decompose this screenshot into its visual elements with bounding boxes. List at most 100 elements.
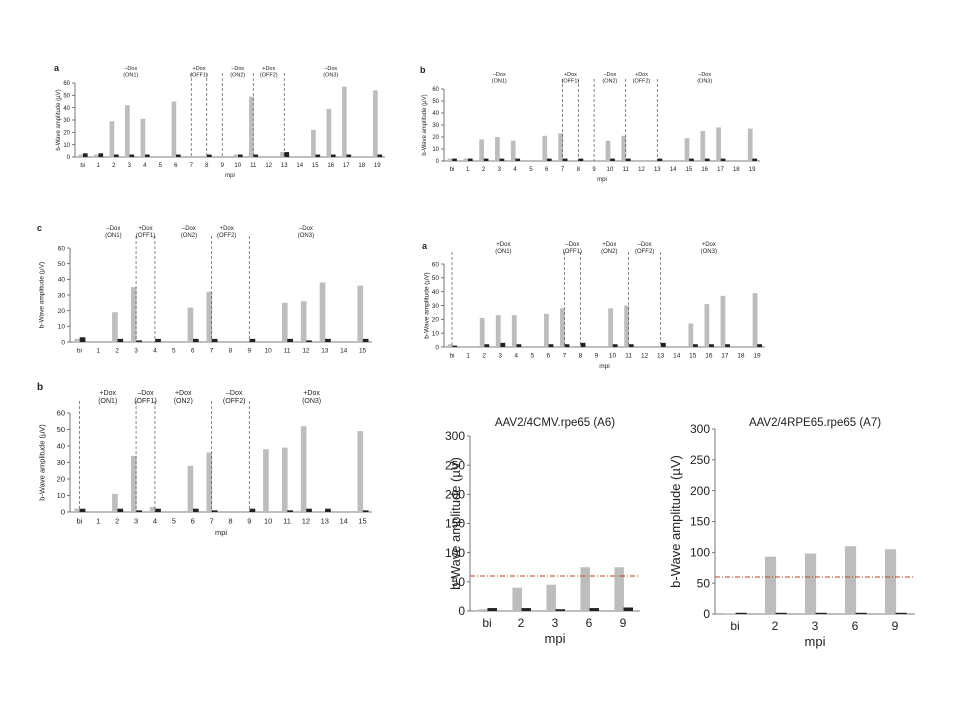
x-tick-label: 18 <box>737 353 745 360</box>
bar-series0 <box>300 301 307 342</box>
phase-annotation-sub: (ON1) <box>123 73 138 79</box>
phase-annotation-sub: (OFF1) <box>136 233 155 239</box>
bar-series1 <box>709 344 714 347</box>
x-tick-label: 12 <box>638 167 645 173</box>
bar-series1 <box>306 340 312 342</box>
x-axis-label: mpi <box>805 634 826 649</box>
bar-series1 <box>855 612 867 614</box>
y-tick-label: 10 <box>57 491 65 500</box>
bar-series1 <box>136 510 143 512</box>
phase-annotation: –Dox <box>231 66 244 72</box>
panel-letter: a <box>422 241 428 251</box>
bar-series0 <box>447 344 453 347</box>
y-tick-label: 0 <box>436 159 440 165</box>
y-axis-label: b-Wave amplitude (µV) <box>39 262 46 328</box>
bar-series0 <box>624 305 630 347</box>
bar-series1 <box>589 608 599 611</box>
x-tick-label: 7 <box>210 348 214 355</box>
bar-series0 <box>542 135 548 161</box>
bar-series0 <box>688 323 694 347</box>
bar-series1 <box>757 344 763 347</box>
bar-series1 <box>175 154 181 157</box>
x-tick-label: 13 <box>321 348 329 355</box>
x-tick-label: 9 <box>221 163 225 169</box>
x-axis-label: mpi <box>215 528 227 537</box>
y-tick-label: 60 <box>432 87 439 93</box>
y-tick-label: 100 <box>445 546 465 560</box>
y-axis-label: b-Wave amplitude (µV) <box>668 455 683 588</box>
y-tick-label: 150 <box>690 515 710 529</box>
y-tick-label: 30 <box>432 123 439 129</box>
phase-annotation: +Dox <box>220 226 234 232</box>
bar-series0 <box>326 108 332 157</box>
y-tick-label: 40 <box>432 289 440 296</box>
y-tick-label: 60 <box>63 81 70 87</box>
y-tick-label: 100 <box>690 546 710 560</box>
bar-series0 <box>608 308 614 347</box>
x-tick-label: 18 <box>733 167 740 173</box>
x-tick-label: 3 <box>498 167 502 173</box>
x-tick-label: 14 <box>296 163 303 169</box>
bar-series0 <box>510 140 516 161</box>
y-tick-label: 0 <box>61 339 65 346</box>
bar-series0 <box>558 133 563 161</box>
phase-annotation: +Dox <box>496 242 510 248</box>
x-tick-label: 14 <box>673 353 681 360</box>
y-tick-label: 40 <box>432 111 439 117</box>
bar-series0 <box>747 128 753 161</box>
bar-series1 <box>253 154 259 157</box>
y-tick-label: 20 <box>432 317 440 324</box>
x-tick-label: 15 <box>689 353 697 360</box>
bar-series1 <box>725 344 730 347</box>
bar-series0 <box>478 609 488 611</box>
x-tick-label: bi <box>450 167 455 173</box>
x-tick-label: 6 <box>191 348 195 355</box>
bar-series0 <box>281 447 288 512</box>
phase-annotation: +Dox <box>262 66 275 72</box>
bar-series1 <box>752 158 758 161</box>
x-tick-label: 12 <box>302 348 310 355</box>
bar-series0 <box>495 137 500 161</box>
bar-series0 <box>233 154 239 157</box>
bar-series1 <box>155 338 161 342</box>
x-tick-label: 8 <box>579 353 583 360</box>
y-tick-label: 30 <box>432 303 440 310</box>
bar-series1 <box>467 158 473 161</box>
bar-series1 <box>79 508 86 512</box>
y-axis-label: b-Wave amplitude (µV) <box>38 424 47 501</box>
bar-series1 <box>144 154 150 157</box>
x-axis-label: mpi <box>545 631 566 646</box>
y-tick-label: 300 <box>445 429 465 443</box>
phase-annotation: –Dox <box>226 390 243 397</box>
x-tick-label: 19 <box>749 167 756 173</box>
bar-series1 <box>499 158 505 161</box>
x-tick-label: 13 <box>654 167 661 173</box>
phase-annotation-sub: (OFF1) <box>190 73 208 79</box>
bar-series1 <box>211 338 218 342</box>
bar-series1 <box>136 340 143 342</box>
bar-series1 <box>452 158 457 161</box>
bar-series0 <box>447 158 453 161</box>
phase-annotation: +Dox <box>193 66 206 72</box>
panel-letter: b <box>420 65 426 75</box>
x-tick-label: 15 <box>359 348 367 355</box>
x-tick-label: 2 <box>518 616 525 630</box>
bar-series0 <box>479 139 484 161</box>
x-tick-label: 14 <box>670 167 677 173</box>
bar-series0 <box>357 285 364 342</box>
bar-series1 <box>735 612 747 614</box>
bar-series1 <box>660 342 666 347</box>
phase-annotation-sub: (ON3) <box>298 233 314 239</box>
x-tick-label: 10 <box>607 167 614 173</box>
x-tick-label: 2 <box>115 348 119 355</box>
x-tick-label: 12 <box>265 163 272 169</box>
bar-series0 <box>463 158 469 161</box>
y-tick-label: 0 <box>67 155 71 161</box>
x-tick-label: 6 <box>852 619 859 633</box>
x-tick-label: 2 <box>772 619 779 633</box>
x-tick-label: 4 <box>143 163 147 169</box>
x-tick-label: 13 <box>321 517 329 526</box>
bar-series1 <box>487 608 497 611</box>
phase-annotation-sub: (ON2) <box>174 398 193 405</box>
